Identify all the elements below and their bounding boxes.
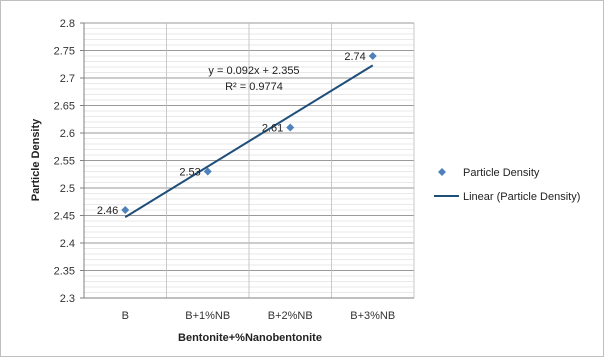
y-tick-label: 2.55 — [54, 156, 75, 168]
trendline — [124, 64, 374, 219]
data-label: 2.53 — [179, 167, 200, 179]
y-tick-label: 2.35 — [54, 266, 75, 278]
y-tick-labels: 2.8 2.75 2.7 2.65 2.6 2.55 2.5 2.45 2.4 2.35 2.3 — [54, 18, 75, 305]
x-tick-label: B — [122, 310, 129, 322]
data-point — [121, 206, 130, 214]
y-tick-label: 2.75 — [54, 46, 75, 58]
y-axis-title: Particle Density — [30, 118, 42, 201]
data-labels: 2.46 2.53 2.61 2.74 — [97, 51, 366, 217]
legend-marker-particle-density — [438, 168, 446, 176]
x-tick-label: B+3%NB — [350, 310, 395, 322]
x-axis-title: Bentonite+%Nanobentonite — [178, 332, 322, 344]
legend-label-particle-density: Particle Density — [463, 167, 540, 179]
y-tick-label: 2.6 — [60, 128, 75, 140]
y-tick-label: 2.5 — [60, 183, 75, 195]
data-point — [368, 52, 377, 60]
data-label: 2.74 — [344, 51, 365, 63]
y-tick-label: 2.3 — [60, 293, 75, 305]
y-tick-label: 2.45 — [54, 211, 75, 223]
gridlines — [83, 22, 415, 299]
data-label: 2.46 — [97, 205, 118, 217]
y-tick-label: 2.7 — [60, 73, 75, 85]
trendline-layer — [124, 64, 374, 219]
legend: Particle Density Linear (Particle Densit… — [434, 167, 580, 203]
legend-label-linear: Linear (Particle Density) — [463, 191, 580, 203]
axes — [80, 22, 414, 299]
x-tick-label: B+2%NB — [268, 310, 313, 322]
data-label: 2.61 — [262, 123, 283, 135]
y-tick-label: 2.65 — [54, 101, 75, 113]
trendline-r-squared: R² = 0.9774 — [225, 81, 283, 93]
data-points — [121, 52, 377, 214]
x-tick-label: B+1%NB — [185, 310, 230, 322]
y-tick-label: 2.4 — [60, 238, 75, 250]
data-point — [203, 167, 212, 176]
data-point — [286, 123, 295, 132]
trendline-equation: y = 0.092x + 2.355 — [208, 65, 299, 77]
x-tick-labels: B B+1%NB B+2%NB B+3%NB — [122, 310, 396, 322]
y-tick-label: 2.8 — [60, 18, 75, 30]
